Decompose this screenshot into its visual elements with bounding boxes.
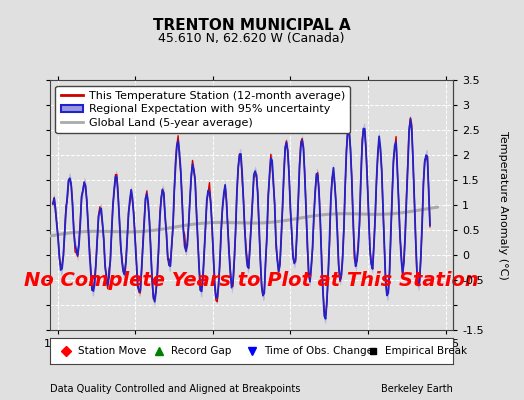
Text: Record Gap: Record Gap — [171, 346, 231, 356]
Text: Station Move: Station Move — [78, 346, 146, 356]
Text: 45.610 N, 62.620 W (Canada): 45.610 N, 62.620 W (Canada) — [158, 32, 345, 45]
Y-axis label: Temperature Anomaly (°C): Temperature Anomaly (°C) — [498, 131, 508, 279]
Text: No Complete Years to Plot at This Station: No Complete Years to Plot at This Statio… — [24, 270, 479, 290]
Text: Data Quality Controlled and Aligned at Breakpoints: Data Quality Controlled and Aligned at B… — [50, 384, 300, 394]
Legend: This Temperature Station (12-month average), Regional Expectation with 95% uncer: This Temperature Station (12-month avera… — [56, 86, 351, 133]
Text: Time of Obs. Change: Time of Obs. Change — [264, 346, 373, 356]
Text: Empirical Break: Empirical Break — [385, 346, 467, 356]
Text: TRENTON MUNICIPAL A: TRENTON MUNICIPAL A — [152, 18, 351, 33]
Text: Berkeley Earth: Berkeley Earth — [381, 384, 453, 394]
